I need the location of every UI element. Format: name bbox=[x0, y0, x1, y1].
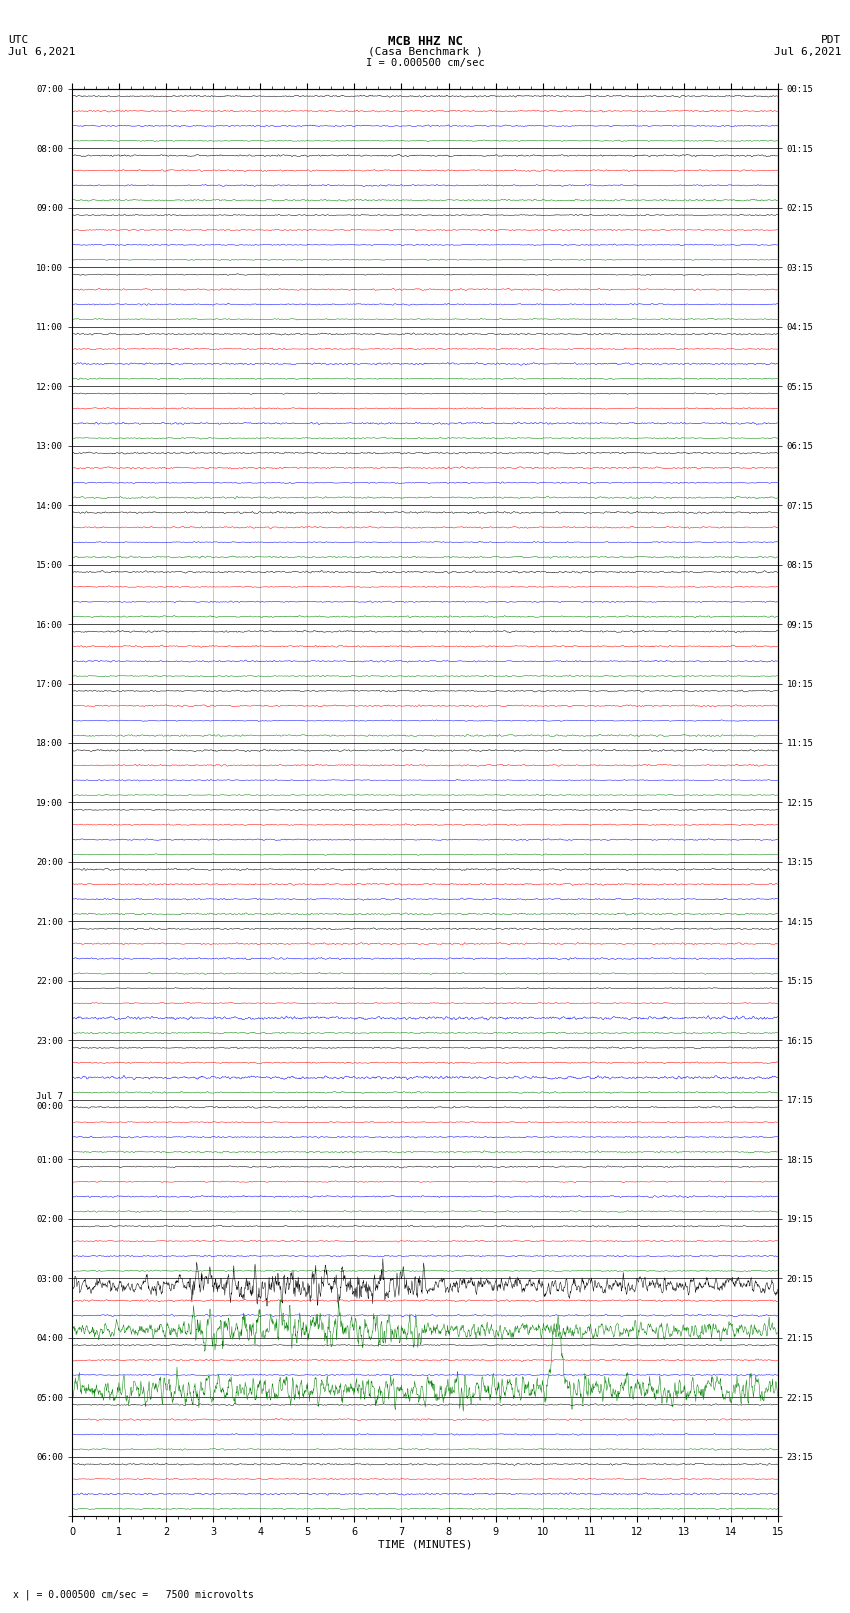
Text: x | = 0.000500 cm/sec =   7500 microvolts: x | = 0.000500 cm/sec = 7500 microvolts bbox=[13, 1589, 253, 1600]
X-axis label: TIME (MINUTES): TIME (MINUTES) bbox=[377, 1539, 473, 1550]
Text: Jul 6,2021: Jul 6,2021 bbox=[8, 47, 76, 56]
Text: Jul 6,2021: Jul 6,2021 bbox=[774, 47, 842, 56]
Text: UTC: UTC bbox=[8, 35, 29, 45]
Text: PDT: PDT bbox=[821, 35, 842, 45]
Text: (Casa Benchmark ): (Casa Benchmark ) bbox=[367, 47, 483, 56]
Text: MCB HHZ NC: MCB HHZ NC bbox=[388, 35, 462, 48]
Text: I = 0.000500 cm/sec: I = 0.000500 cm/sec bbox=[366, 58, 484, 68]
